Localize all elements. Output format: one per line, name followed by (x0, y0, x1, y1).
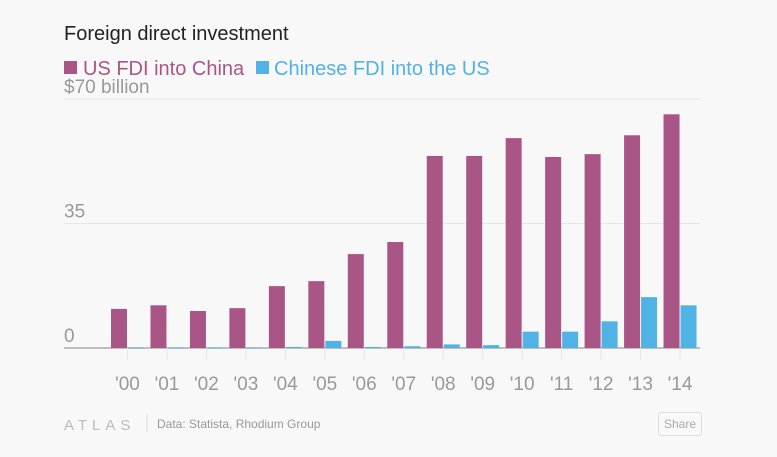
legend-label-china: Chinese FDI into the US (274, 58, 490, 80)
x-tick-label: '00 (115, 374, 140, 395)
x-tick-label: '09 (470, 374, 495, 395)
bar-china-fdi-8 (443, 344, 460, 348)
bar-china-fdi-11 (562, 331, 579, 348)
bar-china-fdi-7 (404, 346, 421, 348)
x-tick-label: '14 (668, 374, 693, 395)
bar-china-fdi-10 (522, 331, 539, 348)
bar-us-fdi-7 (387, 241, 404, 348)
bar-us-fdi-5 (308, 281, 325, 348)
x-tick-label: '05 (312, 374, 337, 395)
bar-china-fdi-14 (680, 305, 697, 348)
y-tick-label: 35 (64, 202, 85, 223)
bar-china-fdi-12 (601, 321, 618, 348)
bar-china-fdi-1 (167, 347, 184, 349)
bar-us-fdi-2 (189, 311, 206, 348)
bar-us-fdi-1 (150, 305, 167, 348)
bar-china-fdi-3 (246, 347, 263, 349)
bar-us-fdi-8 (426, 155, 443, 348)
x-tick-label: '12 (589, 374, 614, 395)
legend-swatch-us (64, 61, 77, 74)
bar-us-fdi-0 (111, 308, 127, 348)
x-tick-label: '13 (628, 374, 653, 395)
x-tick-label: '04 (273, 374, 298, 395)
legend: US FDI into China Chinese FDI into the U… (64, 58, 490, 80)
atlas-logo: ATLAS (64, 417, 135, 434)
bar-us-fdi-13 (624, 135, 641, 348)
x-tick-label: '06 (352, 374, 377, 395)
bar-us-fdi-10 (505, 138, 522, 348)
legend-swatch-china (256, 61, 269, 74)
bar-us-fdi-11 (545, 156, 562, 348)
bar-us-fdi-4 (268, 286, 285, 348)
bar-us-fdi-12 (584, 154, 601, 348)
footer: ATLAS Data: Statista, Rhodium Group (64, 414, 321, 434)
bar-us-fdi-14 (663, 114, 680, 348)
bar-china-fdi-5 (325, 340, 342, 348)
share-button[interactable]: Share (658, 412, 702, 436)
y-tick-label: $70 billion (64, 77, 150, 98)
bar-china-fdi-9 (483, 345, 500, 348)
bar-us-fdi-3 (229, 308, 246, 348)
bar-us-fdi-6 (347, 254, 364, 348)
bar-us-fdi-9 (466, 155, 483, 348)
x-tick-label: '11 (550, 374, 573, 395)
bar-china-fdi-13 (641, 297, 658, 348)
chart-title: Foreign direct investment (64, 23, 289, 45)
x-tick-label: '03 (234, 374, 259, 395)
bar-china-fdi-4 (285, 346, 302, 348)
x-tick-label: '10 (510, 374, 535, 395)
x-tick-label: '01 (155, 374, 180, 395)
y-tick-label: 0 (64, 326, 75, 347)
x-tick-label: '02 (194, 374, 219, 395)
source-text: Data: Statista, Rhodium Group (157, 417, 321, 431)
x-tick-label: '07 (391, 374, 416, 395)
bar-china-fdi-6 (364, 346, 381, 348)
bar-china-fdi-2 (206, 347, 223, 349)
bar-china-fdi-0 (128, 347, 144, 349)
x-tick-label: '08 (431, 374, 456, 395)
legend-label-us: US FDI into China (83, 58, 245, 80)
